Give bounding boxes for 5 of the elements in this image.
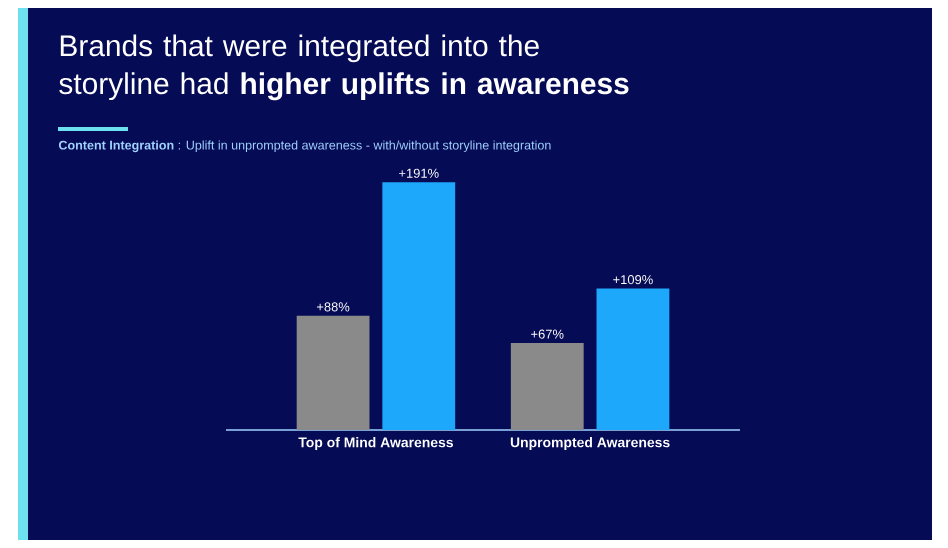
bar: [382, 182, 456, 430]
chart-title: Brands that were integrated into the storyline had higher uplifts in awareness: [59, 34, 629, 101]
bar: [510, 343, 584, 430]
bar: [596, 288, 670, 430]
bar: [296, 315, 370, 430]
